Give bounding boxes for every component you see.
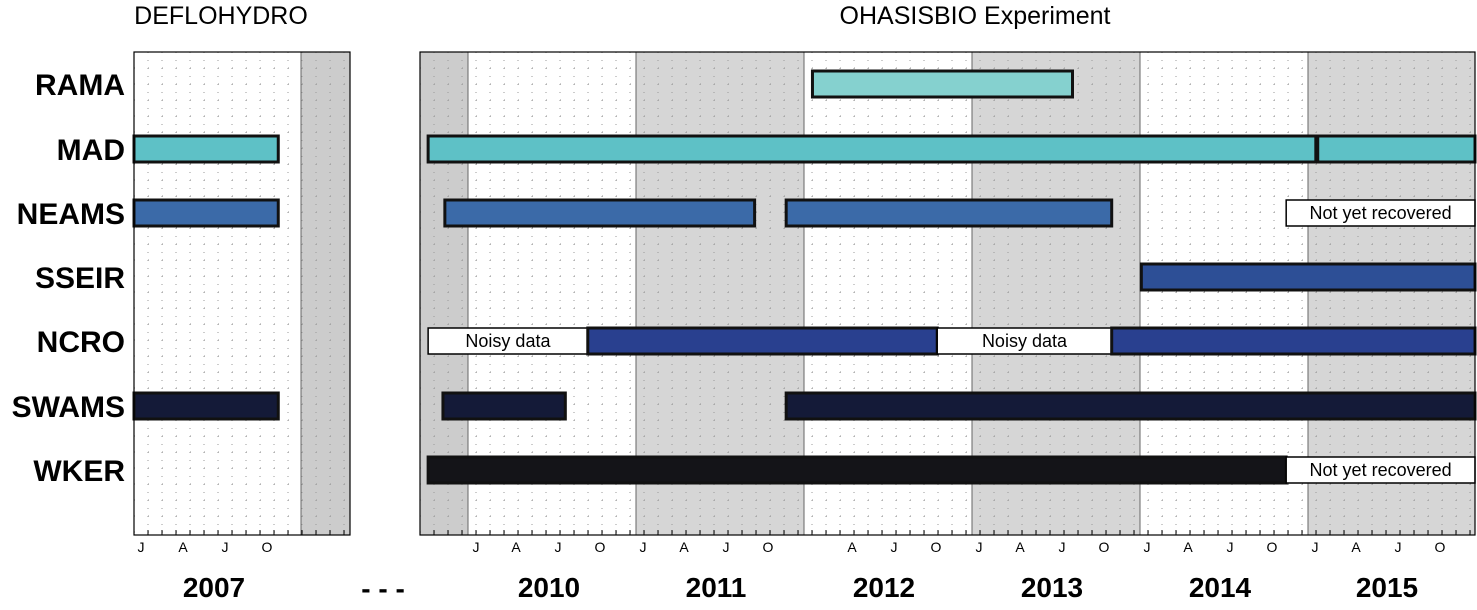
bar-mad <box>426 134 1318 164</box>
month-tick-label: J <box>723 539 730 555</box>
bar-mad <box>132 134 280 164</box>
row-label-swams: SWAMS <box>12 391 125 424</box>
shaded-period <box>301 52 350 535</box>
month-tick-label: J <box>1144 539 1151 555</box>
bar-wker <box>1285 456 1476 484</box>
bar-annotation: Noisy data <box>982 331 1068 351</box>
bar-annotation: Not yet recovered <box>1310 460 1452 480</box>
month-tick-label: O <box>1435 539 1446 555</box>
panel-title: OHASISBIO Experiment <box>840 2 1111 30</box>
shaded-period <box>420 52 468 535</box>
year-label: 2014 <box>1189 572 1252 603</box>
axis-break-separator: - - - <box>361 573 405 604</box>
bar-mad <box>1316 134 1477 164</box>
month-tick-label: A <box>847 539 857 555</box>
bar-neams <box>443 198 757 228</box>
month-tick-label: O <box>262 539 273 555</box>
month-tick-label: A <box>1351 539 1361 555</box>
year-label: 2013 <box>1021 572 1083 603</box>
year-label: 2011 <box>686 572 747 603</box>
month-tick-label: A <box>679 539 689 555</box>
month-tick-label: O <box>1267 539 1278 555</box>
month-tick-label: O <box>1099 539 1110 555</box>
panel-title: DEFLOHYDRO <box>134 2 308 30</box>
bar-swams <box>441 391 567 421</box>
bar-ncro <box>1110 326 1477 356</box>
month-tick-label: A <box>178 539 188 555</box>
year-label: 2012 <box>853 572 915 603</box>
month-tick-label: A <box>511 539 521 555</box>
panel-frame <box>133 51 351 536</box>
month-tick-label: J <box>138 539 145 555</box>
month-tick-label: J <box>1395 539 1402 555</box>
month-tick-label: O <box>931 539 942 555</box>
bar-annotation: Not yet recovered <box>1310 203 1452 223</box>
bar-neams <box>132 198 280 228</box>
month-tick-label: A <box>1015 539 1025 555</box>
shaded-period <box>636 52 804 535</box>
bar-ncro <box>586 326 939 356</box>
month-tick-label: J <box>473 539 480 555</box>
bar-swams <box>132 391 280 421</box>
month-tick-label: J <box>222 539 229 555</box>
bar-sseir <box>1139 262 1477 292</box>
month-tick-label: J <box>640 539 647 555</box>
bar-wker <box>426 455 1288 485</box>
row-label-ncro: NCRO <box>37 326 125 359</box>
month-tick-label: J <box>976 539 983 555</box>
bar-neams <box>784 198 1114 228</box>
month-tick-label: O <box>763 539 774 555</box>
row-label-sseir: SSEIR <box>35 262 125 295</box>
row-label-wker: WKER <box>33 455 125 488</box>
year-label: 2010 <box>518 572 580 603</box>
row-label-rama: RAMA <box>35 69 125 102</box>
bar-neams <box>1285 199 1476 227</box>
shaded-period <box>1308 52 1475 535</box>
month-tick-label: O <box>595 539 606 555</box>
year-label: 2007 <box>183 572 245 603</box>
month-tick-label: J <box>1227 539 1234 555</box>
bar-rama <box>810 69 1075 99</box>
shaded-period <box>972 52 1140 535</box>
row-label-neams: NEAMS <box>17 198 125 231</box>
bar-swams <box>784 391 1477 421</box>
month-tick-label: J <box>1312 539 1319 555</box>
panel-background <box>420 52 1475 535</box>
year-label: 2015 <box>1356 572 1418 603</box>
month-tick-label: A <box>1183 539 1193 555</box>
month-tick-label: J <box>555 539 562 555</box>
month-tick-label: J <box>1059 539 1066 555</box>
bar-annotation: Noisy data <box>465 331 551 351</box>
month-tick-label: J <box>891 539 898 555</box>
row-label-mad: MAD <box>57 134 125 167</box>
panel-frame <box>419 51 1476 536</box>
